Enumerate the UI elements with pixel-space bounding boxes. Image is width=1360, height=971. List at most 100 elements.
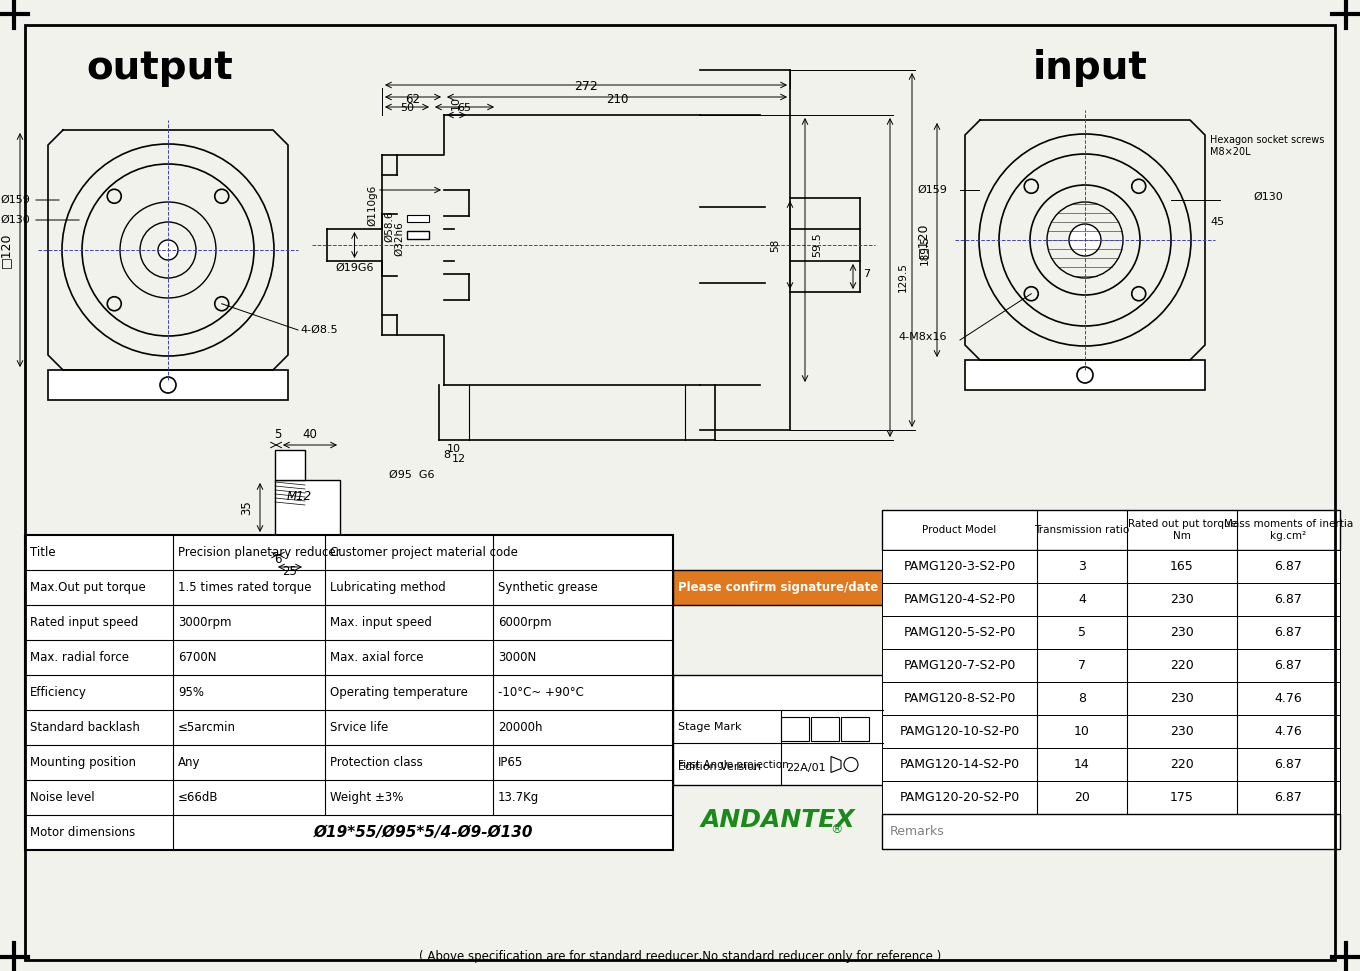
- Bar: [407, 231, 428, 239]
- Text: 50: 50: [400, 103, 413, 113]
- Text: □120: □120: [0, 232, 12, 268]
- Bar: [781, 717, 809, 741]
- Text: 4.76: 4.76: [1274, 692, 1303, 705]
- Text: ®: ®: [830, 823, 842, 836]
- Text: 13.7Kg: 13.7Kg: [498, 791, 540, 804]
- Bar: [883, 781, 1340, 814]
- Bar: [48, 370, 288, 400]
- Text: 220: 220: [1170, 758, 1194, 771]
- Text: ≤5arcmin: ≤5arcmin: [178, 721, 237, 734]
- Text: Transmission ratio: Transmission ratio: [1035, 525, 1130, 535]
- Text: PAMG120-20-S2-P0: PAMG120-20-S2-P0: [899, 791, 1020, 804]
- Text: 45: 45: [1210, 217, 1224, 227]
- Text: 62: 62: [405, 93, 420, 106]
- Text: PAMG120-14-S2-P0: PAMG120-14-S2-P0: [899, 758, 1020, 771]
- Text: input: input: [1032, 49, 1148, 87]
- Text: Please confirm signature/date: Please confirm signature/date: [677, 581, 879, 594]
- Text: IP65: IP65: [498, 756, 524, 769]
- Text: PAMG120-8-S2-P0: PAMG120-8-S2-P0: [903, 692, 1016, 705]
- Text: 3000N: 3000N: [498, 651, 536, 664]
- Text: ANDANTEX: ANDANTEX: [700, 808, 855, 832]
- Text: 58: 58: [770, 238, 781, 251]
- Text: Ø159: Ø159: [0, 195, 30, 205]
- Text: Max. radial force: Max. radial force: [30, 651, 129, 664]
- Text: 4-Ø8.5: 4-Ø8.5: [301, 325, 337, 335]
- Text: Any: Any: [178, 756, 200, 769]
- Text: M12: M12: [287, 490, 313, 503]
- Text: Ø130: Ø130: [1253, 192, 1282, 202]
- Text: 10: 10: [447, 444, 461, 454]
- Text: 230: 230: [1170, 626, 1194, 639]
- Text: Ø130: Ø130: [0, 215, 30, 225]
- Text: 3: 3: [1078, 560, 1085, 573]
- Text: Product Model: Product Model: [922, 525, 997, 535]
- Text: 7: 7: [864, 269, 870, 279]
- Text: Mass moments of inertia
kg.cm²: Mass moments of inertia kg.cm²: [1224, 519, 1353, 541]
- Text: 6.87: 6.87: [1274, 659, 1303, 672]
- Text: 20000h: 20000h: [498, 721, 543, 734]
- Text: 8: 8: [443, 450, 450, 460]
- Text: 230: 230: [1170, 692, 1194, 705]
- Bar: [673, 570, 883, 605]
- Bar: [407, 215, 428, 222]
- Text: Operating temperature: Operating temperature: [330, 686, 468, 699]
- Bar: [883, 682, 1340, 715]
- Text: 7: 7: [1078, 659, 1087, 672]
- Bar: [673, 675, 883, 785]
- Text: Standard backlash: Standard backlash: [30, 721, 140, 734]
- Text: 65: 65: [457, 103, 471, 113]
- Text: Precision planetary reducer: Precision planetary reducer: [178, 546, 340, 559]
- Text: 20: 20: [1074, 791, 1089, 804]
- Bar: [811, 717, 839, 741]
- Bar: [840, 717, 869, 741]
- Text: Stage Mark: Stage Mark: [679, 721, 741, 731]
- Text: ≤66dB: ≤66dB: [178, 791, 219, 804]
- Text: 6.87: 6.87: [1274, 560, 1303, 573]
- Circle shape: [160, 377, 175, 393]
- Text: Synthetic grease: Synthetic grease: [498, 581, 598, 594]
- Text: Customer project material code: Customer project material code: [330, 546, 518, 559]
- Text: 1.5 times rated torque: 1.5 times rated torque: [178, 581, 311, 594]
- Text: Weight ±3%: Weight ±3%: [330, 791, 404, 804]
- Text: 6: 6: [275, 553, 282, 566]
- Text: 6.87: 6.87: [1274, 593, 1303, 606]
- Bar: [883, 510, 1340, 550]
- Bar: [966, 360, 1205, 390]
- Text: 10: 10: [452, 96, 461, 110]
- Text: Ø58.6: Ø58.6: [384, 211, 394, 242]
- Bar: [883, 616, 1340, 649]
- Bar: [883, 814, 1340, 849]
- Text: Title: Title: [30, 546, 56, 559]
- Circle shape: [158, 240, 178, 260]
- Text: 40: 40: [302, 428, 317, 441]
- Circle shape: [1069, 224, 1102, 256]
- Text: PAMG120-4-S2-P0: PAMG120-4-S2-P0: [903, 593, 1016, 606]
- Bar: [883, 649, 1340, 682]
- Text: PAMG120-5-S2-P0: PAMG120-5-S2-P0: [903, 626, 1016, 639]
- Text: Ø159: Ø159: [917, 185, 947, 195]
- Text: Max. input speed: Max. input speed: [330, 616, 432, 629]
- Text: 189.5: 189.5: [919, 235, 930, 265]
- Text: 14: 14: [1074, 758, 1089, 771]
- Circle shape: [1077, 367, 1093, 383]
- Text: Ø110g6: Ø110g6: [367, 184, 377, 225]
- Text: First Angle projection: First Angle projection: [679, 759, 789, 769]
- Bar: [883, 748, 1340, 781]
- Text: Ø19*55/Ø95*5/4-Ø9-Ø130: Ø19*55/Ø95*5/4-Ø9-Ø130: [313, 825, 533, 840]
- Text: 3000rpm: 3000rpm: [178, 616, 231, 629]
- Text: Lubricating method: Lubricating method: [330, 581, 446, 594]
- Bar: [275, 480, 340, 535]
- Text: ( Above specification are for standard reeducer,No standard reducer only for ref: ( Above specification are for standard r…: [419, 950, 941, 963]
- Text: □120: □120: [917, 222, 929, 257]
- Text: 4.76: 4.76: [1274, 725, 1303, 738]
- Text: Rated input speed: Rated input speed: [30, 616, 139, 629]
- Text: Rated out put torque
Nm: Rated out put torque Nm: [1127, 519, 1236, 541]
- Text: Ø19G6: Ø19G6: [336, 263, 374, 273]
- Text: 6000rpm: 6000rpm: [498, 616, 552, 629]
- Text: 25: 25: [283, 565, 298, 578]
- Text: 165: 165: [1170, 560, 1194, 573]
- Text: 230: 230: [1170, 593, 1194, 606]
- Text: 4: 4: [1078, 593, 1085, 606]
- Text: 6.87: 6.87: [1274, 758, 1303, 771]
- Text: 129.5: 129.5: [898, 262, 908, 292]
